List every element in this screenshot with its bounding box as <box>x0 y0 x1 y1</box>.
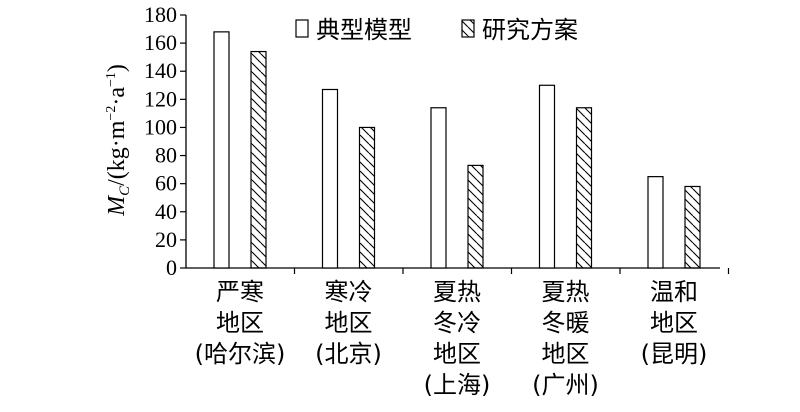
bar-research <box>250 50 267 269</box>
category-label: 冬冷 <box>433 309 481 337</box>
category-label: 地区 <box>433 340 481 368</box>
category-label: (上海) <box>424 371 491 399</box>
category-label: 寒冷 <box>325 278 373 306</box>
category-label: (北京) <box>315 340 382 368</box>
category-label: 夏热 <box>542 278 590 306</box>
bar-typical <box>213 31 230 269</box>
category-label: 夏热 <box>433 278 481 306</box>
legend: 典型模型 研究方案 <box>295 16 578 44</box>
y-axis-title: MC/(kg·m−2·a−1) <box>104 64 133 217</box>
category-label: 冬暖 <box>542 309 590 337</box>
category-label: (广州) <box>532 371 599 399</box>
category-label: 地区 <box>325 309 373 337</box>
category-label: 地区 <box>542 340 590 368</box>
category-label: (哈尔滨) <box>195 340 286 368</box>
y-tick-label: 80 <box>155 143 177 168</box>
bar-typical <box>647 176 664 269</box>
category-label: (昆明) <box>641 340 708 368</box>
y-tick-label: 60 <box>155 171 177 196</box>
y-tick-label: 160 <box>144 30 177 55</box>
y-tick-label: 100 <box>144 114 177 139</box>
category-label: 地区 <box>650 309 698 337</box>
y-tick-label: 40 <box>155 199 177 224</box>
category-labels: 严寒地区(哈尔滨)寒冷地区(北京)夏热冬冷地区(上海)夏热冬暖地区(广州)温和地… <box>195 278 708 399</box>
y-tick-label: 180 <box>144 2 177 27</box>
legend-label-typical: 典型模型 <box>316 16 412 44</box>
bar-research <box>467 164 484 269</box>
y-tick-label: 140 <box>144 58 177 83</box>
y-tick-label: 0 <box>166 255 177 280</box>
bar-research <box>575 107 593 269</box>
axes: 0 20 40 60 80 100 120 140 160 180 <box>144 2 730 280</box>
bar-research <box>358 126 376 269</box>
bar-typical <box>430 107 447 269</box>
bar-research <box>684 185 701 269</box>
y-tick-label: 20 <box>155 227 177 252</box>
bar-typical <box>538 84 556 269</box>
category-label: 地区 <box>216 309 264 337</box>
legend-swatch-typical <box>295 19 309 38</box>
legend-swatch-research <box>461 19 475 38</box>
category-label: 温和 <box>650 278 698 306</box>
legend-label-research: 研究方案 <box>482 16 578 44</box>
category-label: 严寒 <box>216 278 264 306</box>
bar-typical <box>321 88 339 269</box>
y-tick-label: 120 <box>144 86 177 111</box>
bars <box>213 31 701 269</box>
